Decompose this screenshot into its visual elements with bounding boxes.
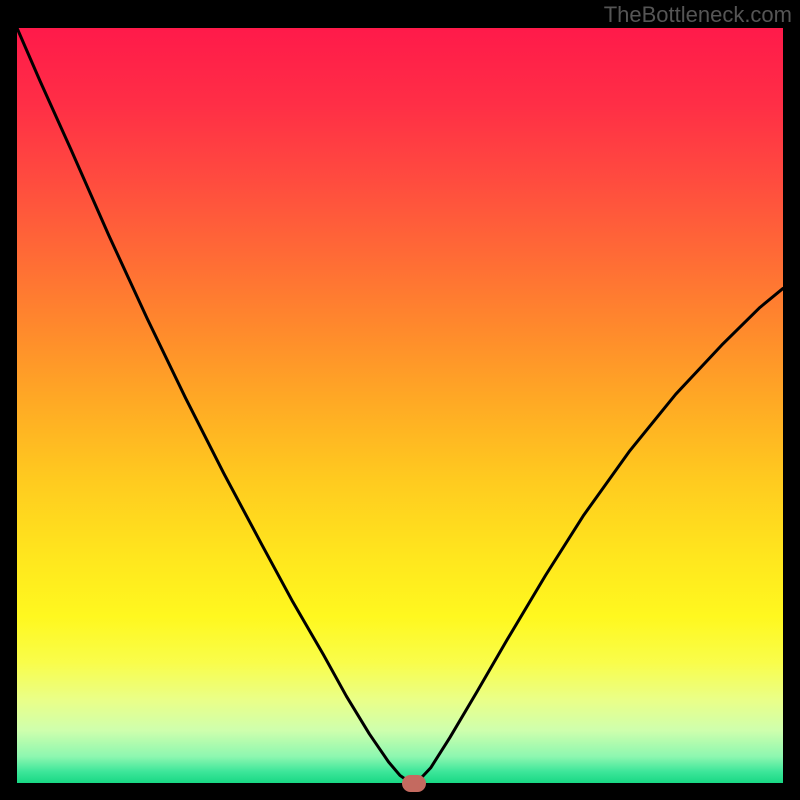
chart-container: TheBottleneck.com	[0, 0, 800, 800]
bottleneck-curve	[0, 0, 800, 800]
optimal-point-marker	[402, 775, 426, 792]
watermark-text: TheBottleneck.com	[604, 2, 792, 28]
